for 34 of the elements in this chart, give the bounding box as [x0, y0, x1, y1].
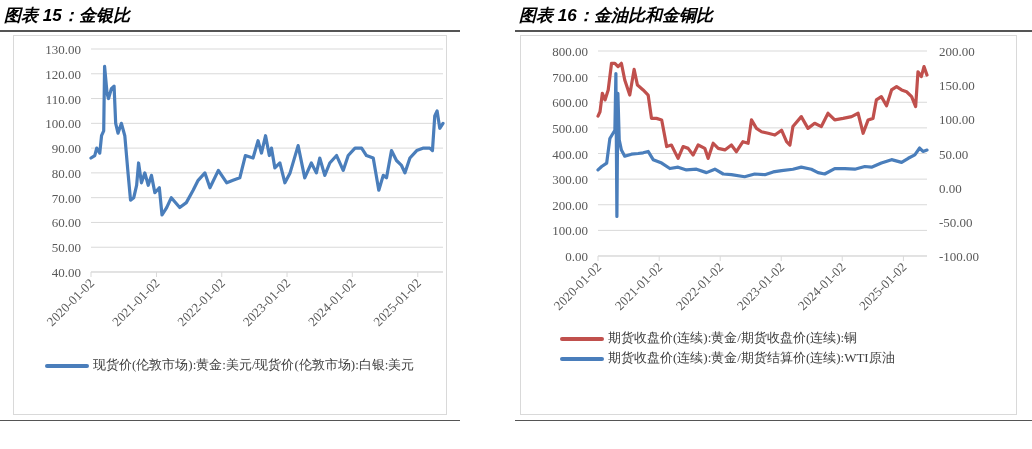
y2-tick-label: 50.00 [939, 146, 969, 162]
y2-tick-label: -100.00 [939, 249, 980, 264]
legend-label: 期货收盘价(连续):黄金/期货结算价(连续):WTI原油 [608, 350, 895, 365]
y2-tick-label: 100.00 [939, 112, 975, 128]
y-tick-label: 600.00 [552, 95, 588, 111]
y-tick-label: 200.00 [552, 197, 588, 213]
y-tick-label: 800.00 [552, 44, 588, 59]
y-tick-label: 60.00 [51, 215, 81, 231]
y-tick-label: 100.00 [552, 223, 588, 239]
y-tick-label: 700.00 [552, 69, 588, 85]
chart-title: 图表 16：金油比和金铜比 [519, 5, 713, 27]
y-tick-label: 300.00 [552, 172, 588, 188]
y-tick-label: 40.00 [51, 265, 81, 280]
y-tick-label: 400.00 [552, 146, 588, 162]
y-tick-label: 100.00 [45, 116, 81, 132]
y2-tick-label: -50.00 [939, 214, 973, 230]
y-tick-label: 500.00 [552, 120, 588, 136]
line-series [596, 61, 929, 160]
line-series [596, 71, 929, 218]
y-tick-label: 80.00 [51, 165, 81, 181]
y-tick-label: 90.00 [51, 141, 81, 157]
y-tick-label: 110.00 [45, 91, 81, 107]
y-tick-label: 50.00 [51, 240, 81, 256]
y2-tick-label: 0.00 [939, 180, 962, 196]
legend-label: 现货价(伦敦市场):黄金:美元/现货价(伦敦市场):白银:美元 [93, 357, 415, 372]
chart-title: 图表 15：金银比 [4, 5, 130, 27]
y-tick-label: 70.00 [51, 190, 81, 206]
y2-tick-label: 200.00 [939, 44, 975, 59]
y-tick-label: 120.00 [45, 66, 81, 82]
y-tick-label: 0.00 [565, 249, 588, 264]
y-tick-label: 130.00 [45, 42, 81, 57]
line-series [89, 64, 445, 217]
y2-tick-label: 150.00 [939, 78, 975, 94]
legend-label: 期货收盘价(连续):黄金/期货收盘价(连续):铜 [608, 330, 858, 345]
